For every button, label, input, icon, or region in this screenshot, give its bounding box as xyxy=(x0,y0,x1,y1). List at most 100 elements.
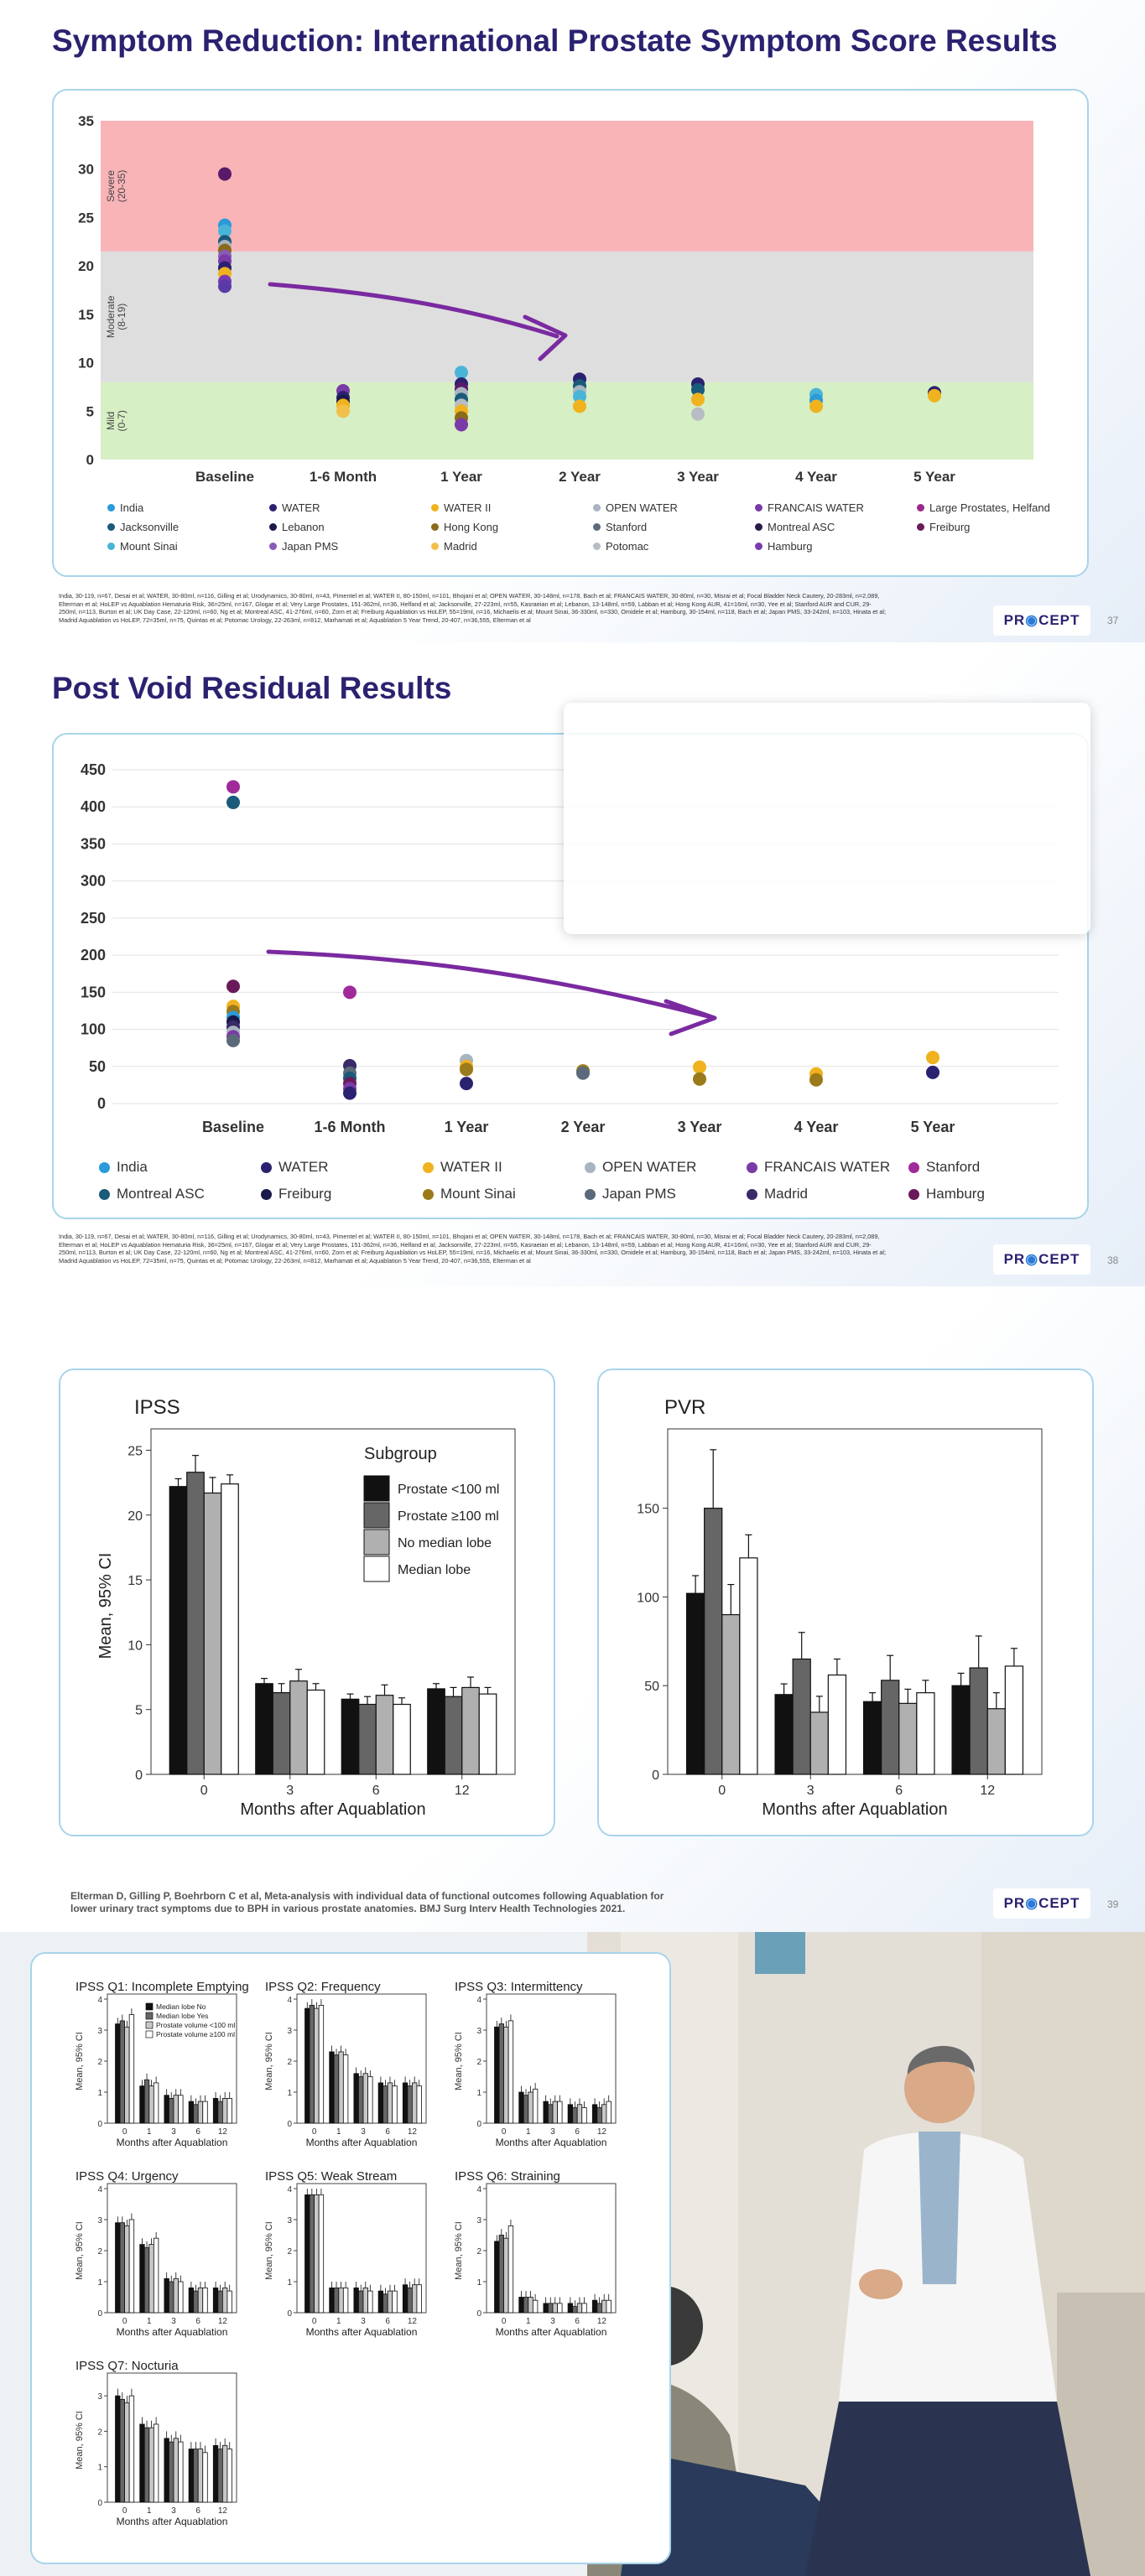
y-tick-label: 2 xyxy=(287,2058,292,2067)
bar xyxy=(358,2076,364,2124)
x-tick-label: 12 xyxy=(218,2317,228,2326)
bar xyxy=(862,1701,882,1775)
y-axis-label: Mean, 95% CI xyxy=(454,2032,464,2090)
legend-label: Lebanon xyxy=(282,521,325,533)
bar xyxy=(173,2438,179,2503)
bar xyxy=(139,2423,145,2503)
bar xyxy=(226,2097,232,2124)
legend-dot-icon xyxy=(917,523,924,531)
bar xyxy=(548,2104,554,2124)
y-tick-label: 250 xyxy=(81,910,106,927)
bar xyxy=(309,2005,315,2124)
legend-label: Stanford xyxy=(926,1159,981,1175)
bar xyxy=(606,2299,612,2314)
bar xyxy=(153,2237,159,2314)
legend-label: Potomac xyxy=(606,540,649,553)
legend-dot-icon xyxy=(747,1188,757,1200)
legend-label: FRANCAIS WATER xyxy=(764,1159,891,1175)
y-tick-label: 0 xyxy=(97,2309,102,2319)
plot-frame xyxy=(667,1428,1043,1775)
legend-item: Mount Sinai xyxy=(107,540,269,553)
page-number: 38 xyxy=(1107,1254,1119,1266)
plot-frame xyxy=(150,1428,516,1775)
x-tick-label: 1 xyxy=(336,2317,341,2326)
y-tick-label: 200 xyxy=(81,947,106,963)
bar xyxy=(362,2073,368,2124)
legend-item: Montreal ASC xyxy=(755,521,917,533)
bar xyxy=(407,2287,413,2314)
bar xyxy=(221,2444,228,2503)
y-tick-label: 3 xyxy=(287,2216,292,2225)
legend-dot-icon xyxy=(908,1188,919,1200)
x-axis-label: Months after Aquablation xyxy=(496,2326,607,2338)
data-point xyxy=(926,1051,939,1065)
legend-label: Japan PMS xyxy=(602,1186,676,1202)
y-tick-label: 1 xyxy=(287,2089,292,2098)
bar xyxy=(148,2085,154,2124)
x-tick-label: 12 xyxy=(597,2317,607,2326)
y-tick-label: 0 xyxy=(97,1095,106,1112)
procept-logo: PR ◉ CEPT xyxy=(993,1888,1090,1919)
x-tick-label: 3 xyxy=(550,2317,555,2326)
legend-swatch xyxy=(145,2012,154,2020)
bar xyxy=(178,2441,184,2503)
y-tick-label: 450 xyxy=(81,761,106,778)
legend-title: Subgroup xyxy=(364,1445,437,1463)
bar xyxy=(212,2287,219,2314)
pvr-bar-card: PVR 0 50 100 150 0 3 6 12 Months after Aquablatio… xyxy=(597,1368,1094,1836)
legend-swatch xyxy=(363,1555,390,1582)
legend-label: WATER II xyxy=(444,501,492,514)
x-tick-label: 12 xyxy=(218,2127,228,2137)
ipss-scatter-chart: Mild (0-7) Moderate (8-19) Severe (20-35) 0 5 10… xyxy=(78,113,1033,485)
bar xyxy=(494,2241,500,2314)
y-tick-label: 10 xyxy=(128,1639,143,1653)
legend-dot-icon xyxy=(585,1161,596,1173)
bar xyxy=(367,2076,373,2124)
legend-dot-icon xyxy=(423,1161,434,1173)
bar xyxy=(169,1486,188,1775)
panel-title: IPSS Q6: Straining xyxy=(455,2169,560,2184)
x-tick-label: 1-6 Month xyxy=(310,469,377,485)
legend-item: Stanford xyxy=(593,521,755,533)
x-tick-label: 6 xyxy=(372,1784,380,1798)
data-point xyxy=(691,407,705,421)
x-tick-label: Baseline xyxy=(202,1119,264,1135)
legend-label: Jacksonville xyxy=(120,521,180,533)
data-point xyxy=(455,418,468,432)
legend-item: WATER xyxy=(269,501,431,514)
bar xyxy=(217,2101,223,2124)
x-tick-label: 3 xyxy=(171,2506,176,2516)
legend-dot-icon xyxy=(431,523,439,531)
y-tick-label: 15 xyxy=(128,1574,143,1588)
bar xyxy=(596,2107,602,2124)
bar xyxy=(124,2026,130,2124)
bar xyxy=(304,2007,310,2124)
bar xyxy=(1004,1665,1024,1775)
x-tick-label: 0 xyxy=(312,2317,317,2326)
bar xyxy=(503,2237,509,2314)
data-point xyxy=(218,167,232,181)
bar xyxy=(552,2101,558,2124)
x-tick-label: 3 xyxy=(286,1784,294,1798)
legend-item: OPEN WATER xyxy=(593,501,755,514)
legend-label: Japan PMS xyxy=(282,540,339,553)
y-tick-label: 0 xyxy=(97,2499,102,2508)
y-tick-label: 100 xyxy=(637,1591,659,1605)
y-tick-label: 20 xyxy=(128,1509,143,1524)
bar xyxy=(881,1680,900,1775)
y-tick-label: 5 xyxy=(86,403,94,419)
legend-swatch xyxy=(145,2021,154,2029)
y-tick-label: 0 xyxy=(287,2309,292,2319)
x-tick-label: 3 xyxy=(171,2317,176,2326)
bar xyxy=(591,2299,598,2314)
x-tick-label: Baseline xyxy=(195,469,254,485)
y-tick-label: 0 xyxy=(287,2120,292,2129)
x-tick-label: 2 Year xyxy=(561,1119,606,1135)
legend-item: FRANCAIS WATER xyxy=(747,1159,908,1176)
bar xyxy=(173,2095,179,2124)
x-tick-label: 12 xyxy=(597,2127,607,2137)
legend-swatch xyxy=(145,2002,154,2011)
bar xyxy=(193,2449,199,2503)
bar xyxy=(119,2222,126,2314)
bar xyxy=(827,1674,847,1775)
